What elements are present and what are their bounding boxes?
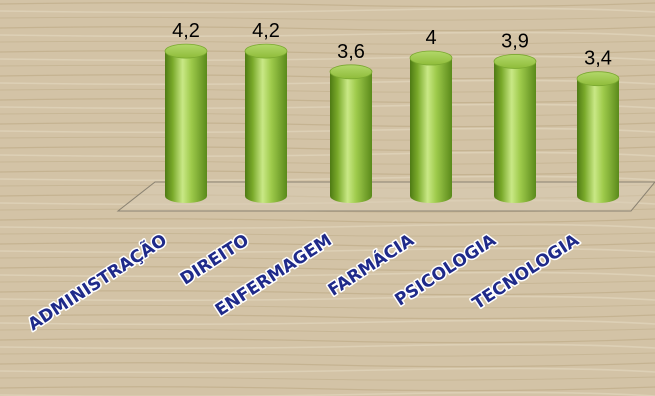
bar-top	[164, 43, 208, 59]
bar-body	[245, 51, 287, 203]
bar-top	[329, 64, 373, 80]
bars-group	[164, 43, 620, 204]
bar-top	[493, 54, 537, 69]
bar	[329, 64, 373, 203]
value-label: 3,9	[501, 30, 529, 52]
bar-top	[409, 50, 453, 66]
value-labels-group: 4,2 4,2 3,6 4 3,9 3,4	[172, 20, 612, 70]
value-label: 3,4	[584, 48, 612, 70]
bar	[244, 43, 288, 203]
value-label: 4,2	[172, 20, 200, 42]
bar-top	[244, 43, 288, 59]
bar-body	[577, 78, 619, 203]
value-label: 3,6	[337, 41, 365, 63]
value-label: 4	[425, 27, 436, 49]
bar-body	[410, 58, 452, 203]
bar-body	[330, 71, 372, 203]
bar	[409, 50, 453, 203]
bar-top	[576, 71, 620, 87]
bar-body	[494, 61, 536, 204]
value-label: 4,2	[252, 20, 280, 42]
bar	[164, 43, 208, 203]
bar	[576, 71, 620, 203]
bar-body	[165, 51, 207, 203]
bar	[493, 54, 537, 204]
